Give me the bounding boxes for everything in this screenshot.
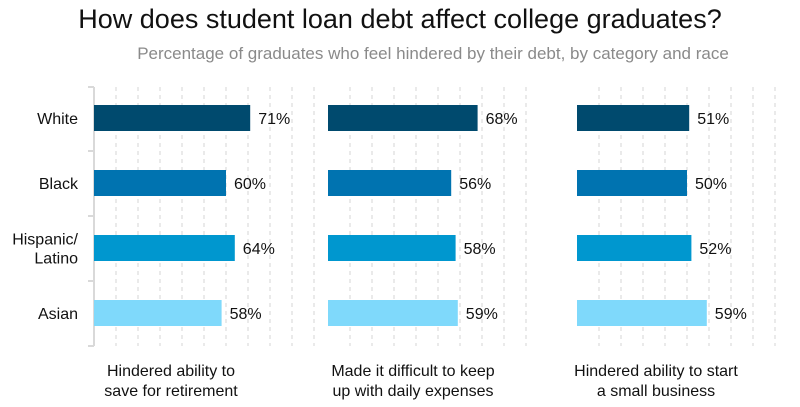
chart-title: How does student loan debt affect colleg… <box>78 4 722 34</box>
data-label: 68% <box>486 111 518 128</box>
chart-subtitle: Percentage of graduates who feel hindere… <box>137 44 729 63</box>
data-label: 56% <box>459 176 491 193</box>
bar <box>577 105 690 131</box>
category-label: White <box>37 111 78 128</box>
data-label: 51% <box>697 111 729 128</box>
category-label: Asian <box>38 306 78 323</box>
data-label: 50% <box>695 176 727 193</box>
bar <box>328 105 478 131</box>
data-label: 59% <box>715 306 747 323</box>
panel-label: Hindered ability to save for retirement <box>104 363 238 400</box>
bar <box>328 300 458 326</box>
bar <box>577 300 707 326</box>
data-label: 58% <box>464 241 496 258</box>
bar <box>94 235 235 261</box>
bar <box>94 105 251 131</box>
bar <box>328 235 456 261</box>
data-label: 59% <box>466 306 498 323</box>
data-label: 64% <box>243 241 275 258</box>
category-label: Hispanic/Latino <box>12 232 78 268</box>
panel-label: Hindered ability to start a small busines… <box>574 363 738 400</box>
data-label: 58% <box>230 306 262 323</box>
panel-label: Made it difficult to keep up with daily e… <box>331 363 494 400</box>
category-label: Black <box>39 176 79 193</box>
data-label: 60% <box>234 176 266 193</box>
data-label: 52% <box>699 241 731 258</box>
bar <box>577 235 692 261</box>
bar <box>94 300 222 326</box>
bar <box>577 170 687 196</box>
bar <box>94 170 226 196</box>
data-label: 71% <box>258 111 290 128</box>
bar <box>328 170 452 196</box>
